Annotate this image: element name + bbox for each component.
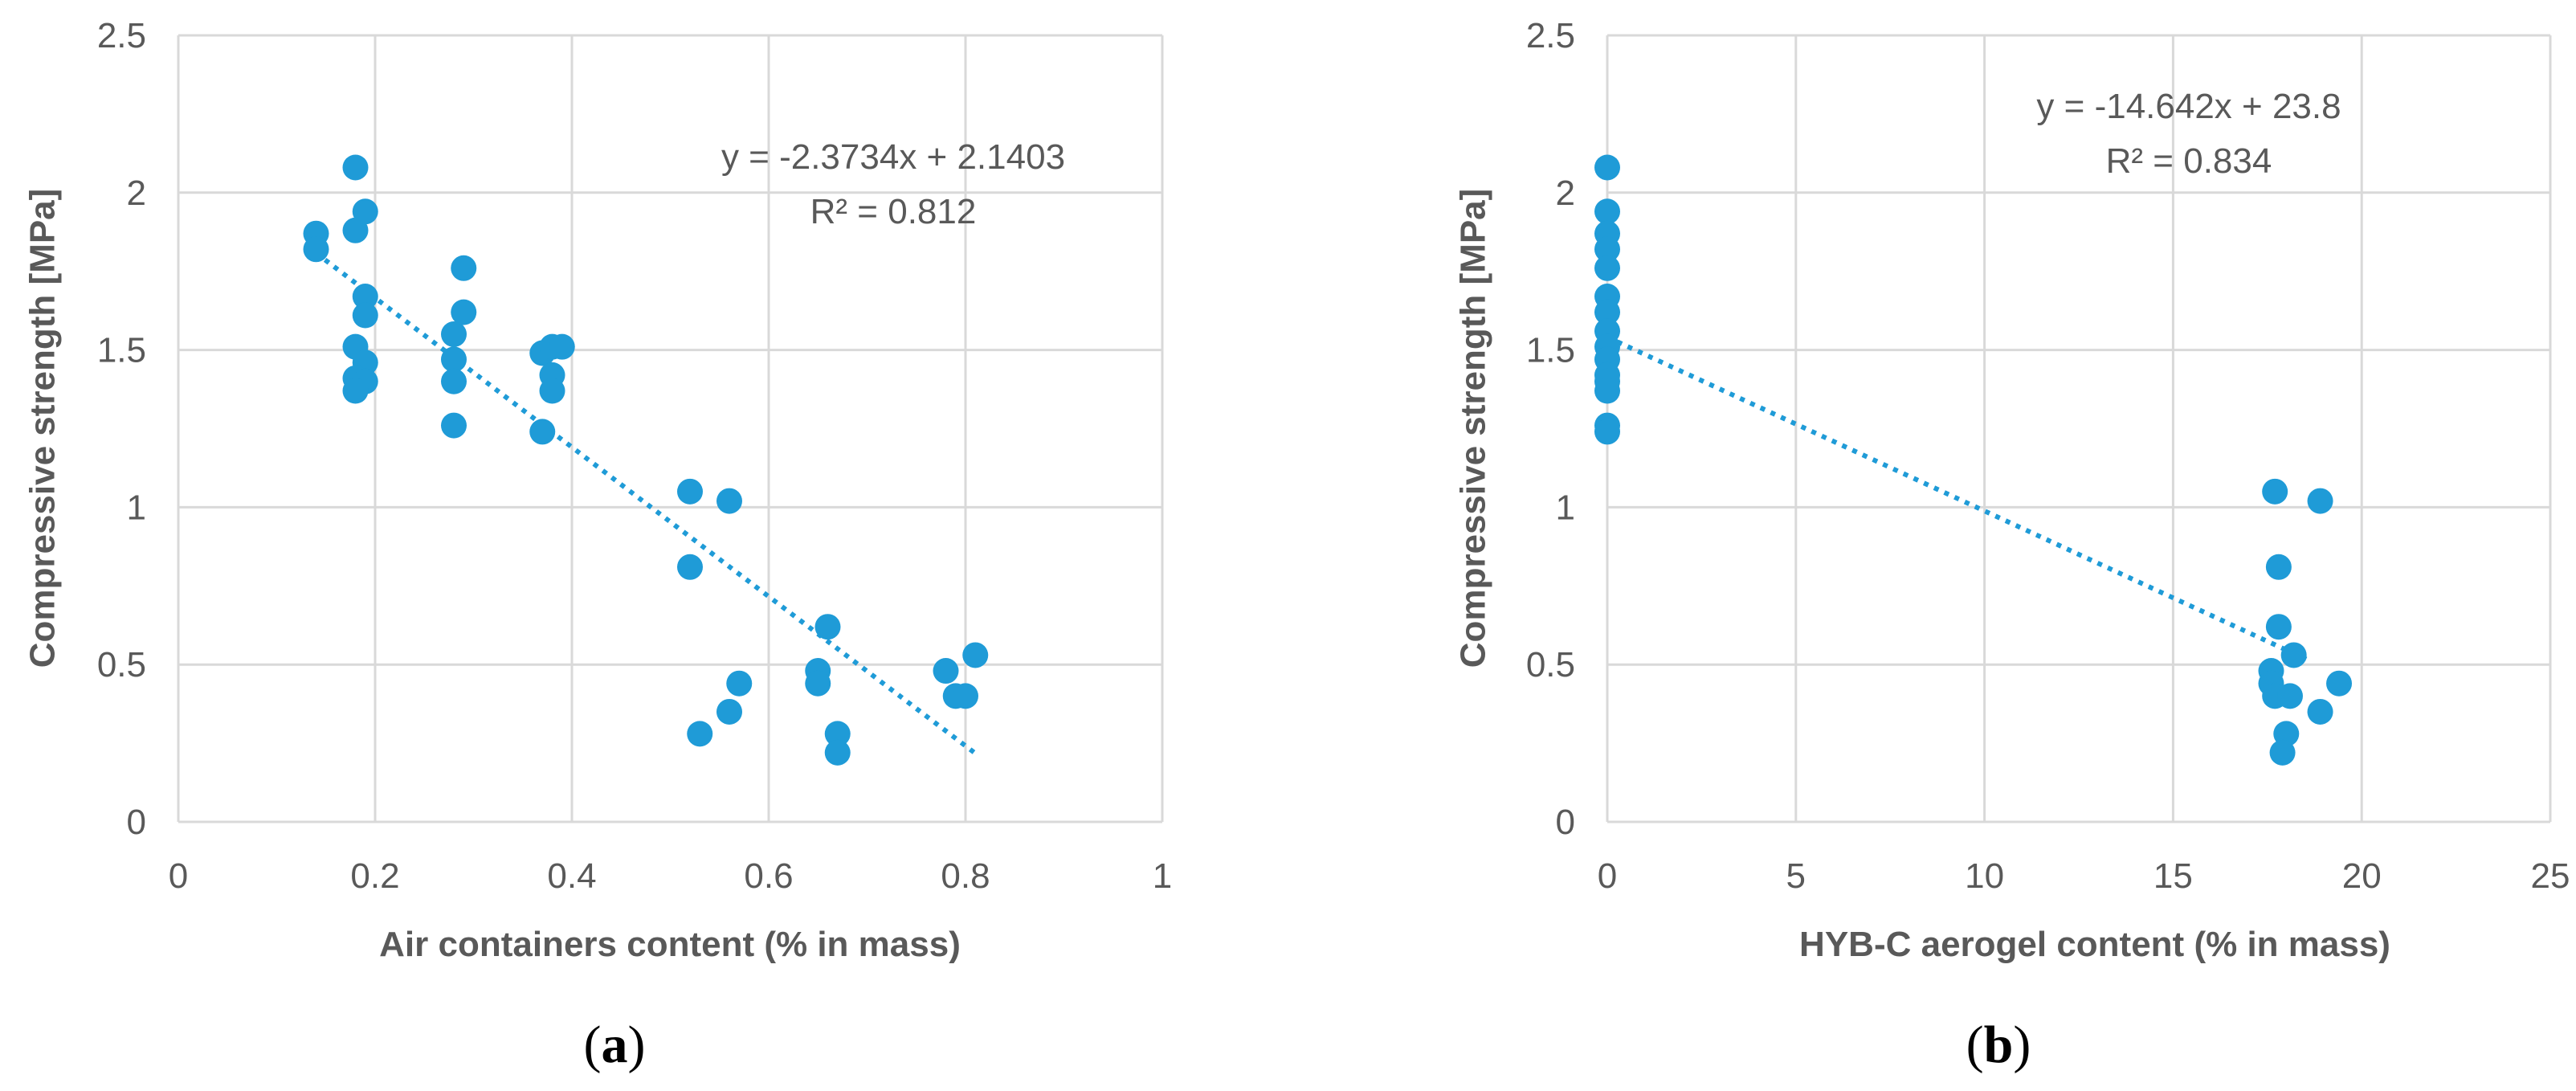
- data-point: [303, 236, 329, 263]
- data-points-b: [1594, 154, 2353, 766]
- x-axis-title: HYB-C aerogel content (% in mass): [1799, 925, 2390, 964]
- data-point: [529, 419, 556, 445]
- y-tick-label: 1: [127, 488, 146, 527]
- data-point: [539, 378, 565, 404]
- y-tick-label: 0: [1556, 803, 1575, 842]
- data-point: [441, 368, 467, 394]
- data-point: [2262, 478, 2288, 505]
- data-point: [441, 412, 467, 439]
- data-point: [342, 217, 369, 243]
- data-point: [1594, 299, 1620, 325]
- panel-label: (a): [584, 1015, 646, 1074]
- data-point: [342, 154, 369, 181]
- y-tick-label: 0.5: [97, 645, 146, 684]
- data-point: [1594, 255, 1620, 281]
- data-point: [2280, 642, 2307, 668]
- y-tick-label: 1.5: [97, 331, 146, 370]
- data-point: [352, 198, 378, 225]
- data-point: [2326, 670, 2353, 697]
- x-tick-label: 0.8: [941, 856, 990, 896]
- x-tick-label: 25: [2531, 856, 2570, 896]
- data-point: [1594, 198, 1620, 225]
- y-tick-label: 2: [1556, 174, 1575, 213]
- x-tick-label: 0: [169, 856, 188, 896]
- data-point: [2307, 698, 2333, 725]
- data-point: [716, 698, 742, 725]
- data-point: [933, 658, 959, 684]
- x-tick-label: 0.6: [744, 856, 793, 896]
- data-point: [824, 721, 851, 747]
- trendline: [1606, 334, 2310, 663]
- x-tick-label: 10: [1965, 856, 2004, 896]
- data-point: [352, 284, 378, 310]
- x-tick-label: 5: [1786, 856, 1806, 896]
- data-point: [716, 488, 742, 514]
- data-points-a: [303, 154, 989, 766]
- data-point: [726, 670, 753, 697]
- y-tick-label: 2: [127, 174, 146, 213]
- data-point: [814, 614, 841, 640]
- x-tick-label: 0.2: [350, 856, 399, 896]
- data-point: [1594, 236, 1620, 263]
- trendline-equation: y = -2.3734x + 2.1403: [721, 137, 1065, 177]
- y-axis-title: Compressive strength [MPa]: [1454, 189, 1493, 668]
- chart-panel-a: 0 0.5 1 1.5 2 2.5 0 0.2 0.4 0.6 0.8 1 y = -2.3734x +…: [23, 16, 1173, 1074]
- data-point: [2265, 614, 2292, 640]
- trendline-equation: y = -14.642x + 23.8: [2036, 87, 2341, 126]
- data-point: [824, 739, 851, 766]
- y-tick-label: 2.5: [1526, 16, 1575, 55]
- data-point: [677, 478, 703, 505]
- data-point: [2276, 683, 2303, 709]
- x-tick-label: 0: [1598, 856, 1617, 896]
- data-point: [1594, 419, 1620, 445]
- y-tick-label: 0: [127, 803, 146, 842]
- trendline-r-squared: R² = 0.834: [2106, 141, 2272, 181]
- data-point: [352, 302, 378, 329]
- panel-label: (b): [1966, 1015, 2031, 1074]
- data-point: [687, 721, 713, 747]
- data-point: [1594, 154, 1620, 181]
- chart-panel-b: 0 0.5 1 1.5 2 2.5 0 5 10 15 20 25 y = -14.642x + 23.…: [1288, 0, 2576, 1091]
- scatter-chart-b: 0 0.5 1 1.5 2 2.5 0 5 10 15 20 25 y = -14.642x + 23.…: [1454, 16, 2570, 1074]
- y-tick-label: 1: [1556, 488, 1575, 527]
- scatter-chart-a: 0 0.5 1 1.5 2 2.5 0 0.2 0.4 0.6 0.8 1 y = -2.3734x +…: [23, 16, 1173, 1074]
- gridlines-a: [177, 34, 1164, 823]
- data-point: [451, 299, 477, 325]
- data-point: [953, 683, 978, 709]
- data-point: [2269, 739, 2296, 766]
- data-point: [549, 333, 575, 360]
- data-point: [2307, 488, 2333, 514]
- data-point: [2265, 554, 2292, 580]
- y-tick-label: 2.5: [97, 16, 146, 55]
- data-point: [342, 378, 369, 404]
- data-point: [441, 346, 467, 373]
- trendline-r-squared: R² = 0.812: [810, 192, 977, 231]
- y-tick-label: 1.5: [1526, 331, 1575, 370]
- x-tick-label: 15: [2153, 856, 2193, 896]
- data-point: [805, 670, 831, 697]
- data-point: [677, 554, 703, 580]
- trendline: [314, 251, 978, 756]
- gridlines-b: [1606, 34, 2552, 823]
- x-tick-label: 0.4: [547, 856, 596, 896]
- x-tick-label: 1: [1153, 856, 1172, 896]
- data-point: [451, 255, 477, 281]
- x-axis-title: Air containers content (% in mass): [379, 925, 961, 964]
- x-tick-label: 20: [2342, 856, 2382, 896]
- data-point: [962, 642, 989, 668]
- data-point: [441, 321, 467, 348]
- data-point: [1594, 378, 1620, 404]
- y-axis-title: Compressive strength [MPa]: [23, 189, 63, 668]
- y-tick-label: 0.5: [1526, 645, 1575, 684]
